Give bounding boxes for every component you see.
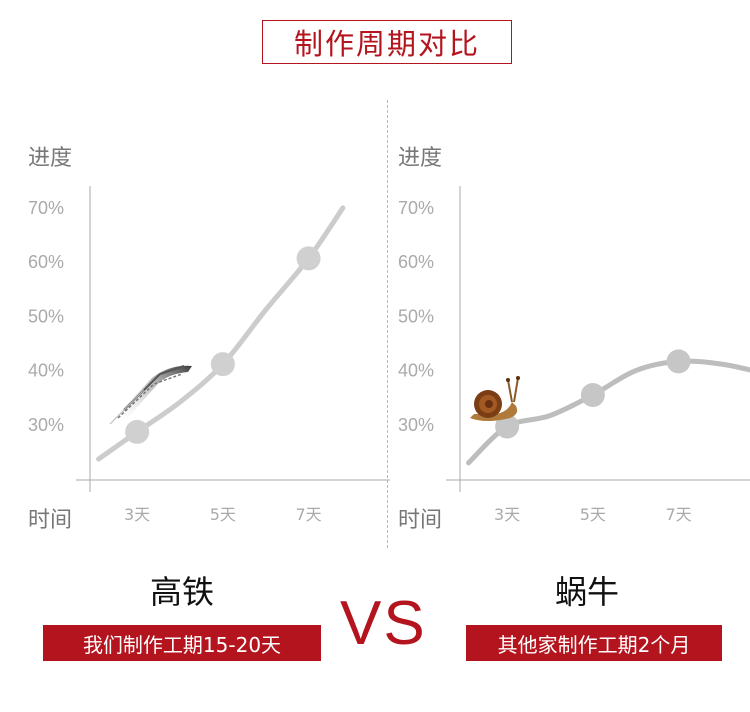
chart-right-svg: 70% 60% 50% 40% 30% 3天 5天 7天 bbox=[398, 186, 750, 524]
y-tick-label: 40% bbox=[28, 361, 64, 381]
data-point bbox=[210, 352, 235, 377]
snail-icon bbox=[470, 376, 520, 421]
y-tick-label: 50% bbox=[28, 306, 64, 326]
data-point bbox=[580, 383, 605, 408]
right-banner: 其他家制作工期2个月 bbox=[466, 625, 722, 661]
page-title: 制作周期对比 bbox=[262, 20, 512, 64]
chart-high-speed-train: 70% 60% 50% 40% 30% 3天 5天 7天 进度 时间 bbox=[20, 120, 390, 550]
data-point bbox=[495, 414, 520, 439]
center-divider bbox=[387, 100, 388, 548]
right-panel-name: 蜗牛 bbox=[555, 573, 620, 611]
x-axis-label: 时间 bbox=[398, 508, 443, 533]
y-axis-label: 进度 bbox=[28, 146, 73, 171]
y-tick-label: 40% bbox=[398, 361, 434, 381]
x-tick-label: 5天 bbox=[580, 505, 606, 524]
y-tick-label: 60% bbox=[28, 252, 64, 272]
data-point bbox=[666, 349, 691, 374]
data-point bbox=[125, 419, 150, 444]
x-tick-label: 3天 bbox=[124, 505, 150, 524]
y-axis-label: 进度 bbox=[398, 146, 443, 171]
data-point bbox=[296, 246, 321, 271]
left-banner: 我们制作工期15-20天 bbox=[43, 625, 321, 661]
left-panel-name: 高铁 bbox=[150, 573, 215, 611]
x-tick-label: 5天 bbox=[210, 505, 236, 524]
y-tick-label: 30% bbox=[28, 415, 64, 435]
high-speed-train-icon bbox=[109, 365, 192, 425]
chart-snail: 70% 60% 50% 40% 30% 3天 5天 7天 进度 时间 bbox=[390, 120, 750, 550]
vs-text: VS bbox=[340, 589, 427, 658]
x-axis-label: 时间 bbox=[28, 508, 73, 533]
y-tick-label: 70% bbox=[28, 198, 64, 218]
y-tick-label: 30% bbox=[398, 415, 434, 435]
x-tick-label: 7天 bbox=[665, 505, 691, 524]
y-tick-label: 60% bbox=[398, 252, 434, 272]
x-tick-label: 3天 bbox=[494, 505, 520, 524]
y-tick-label: 50% bbox=[398, 306, 434, 326]
x-tick-label: 7天 bbox=[295, 505, 321, 524]
chart-left-svg: 70% 60% 50% 40% 30% 3天 5天 7天 bbox=[28, 186, 390, 524]
y-tick-label: 70% bbox=[398, 198, 434, 218]
